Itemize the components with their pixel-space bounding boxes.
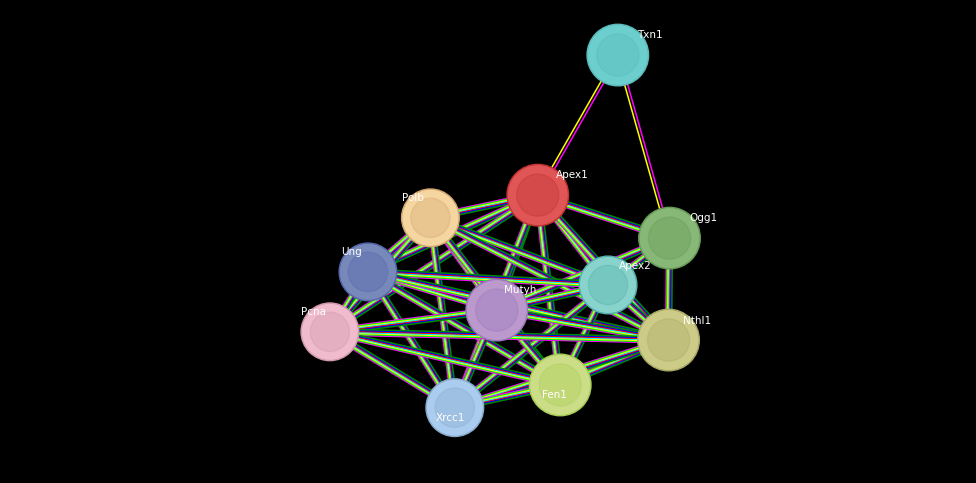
Circle shape [411,198,450,238]
Text: Mutyh: Mutyh [504,285,536,295]
Circle shape [339,243,397,301]
Text: Apex2: Apex2 [619,261,652,271]
Circle shape [596,34,639,76]
Circle shape [507,164,569,226]
Circle shape [508,166,567,225]
Circle shape [579,256,637,314]
Circle shape [466,279,528,341]
Circle shape [648,217,691,259]
Circle shape [403,190,458,245]
Circle shape [303,304,357,359]
Text: Polb: Polb [402,193,424,203]
Circle shape [638,207,701,269]
Circle shape [647,319,690,361]
Circle shape [640,209,699,268]
Text: Xrcc1: Xrcc1 [435,412,465,423]
Circle shape [589,26,647,85]
Circle shape [539,364,582,406]
Circle shape [435,388,474,427]
Text: Txn1: Txn1 [637,29,663,40]
Circle shape [516,174,559,216]
Circle shape [637,309,700,371]
Text: Pcna: Pcna [301,307,326,317]
Text: Fen1: Fen1 [542,390,566,400]
Circle shape [310,312,349,352]
Circle shape [341,244,395,299]
Circle shape [531,355,590,414]
Circle shape [639,311,698,369]
Text: Ogg1: Ogg1 [689,213,717,223]
Circle shape [581,257,635,313]
Circle shape [587,24,649,86]
Text: Nthl1: Nthl1 [683,315,712,326]
Circle shape [348,252,387,292]
Circle shape [301,303,359,361]
Text: Apex1: Apex1 [556,170,590,180]
Text: Ung: Ung [342,247,362,257]
Circle shape [427,380,482,435]
Circle shape [589,265,628,305]
Circle shape [468,281,526,340]
Circle shape [529,354,591,416]
Circle shape [401,189,460,247]
Circle shape [426,379,484,437]
Circle shape [475,289,518,331]
